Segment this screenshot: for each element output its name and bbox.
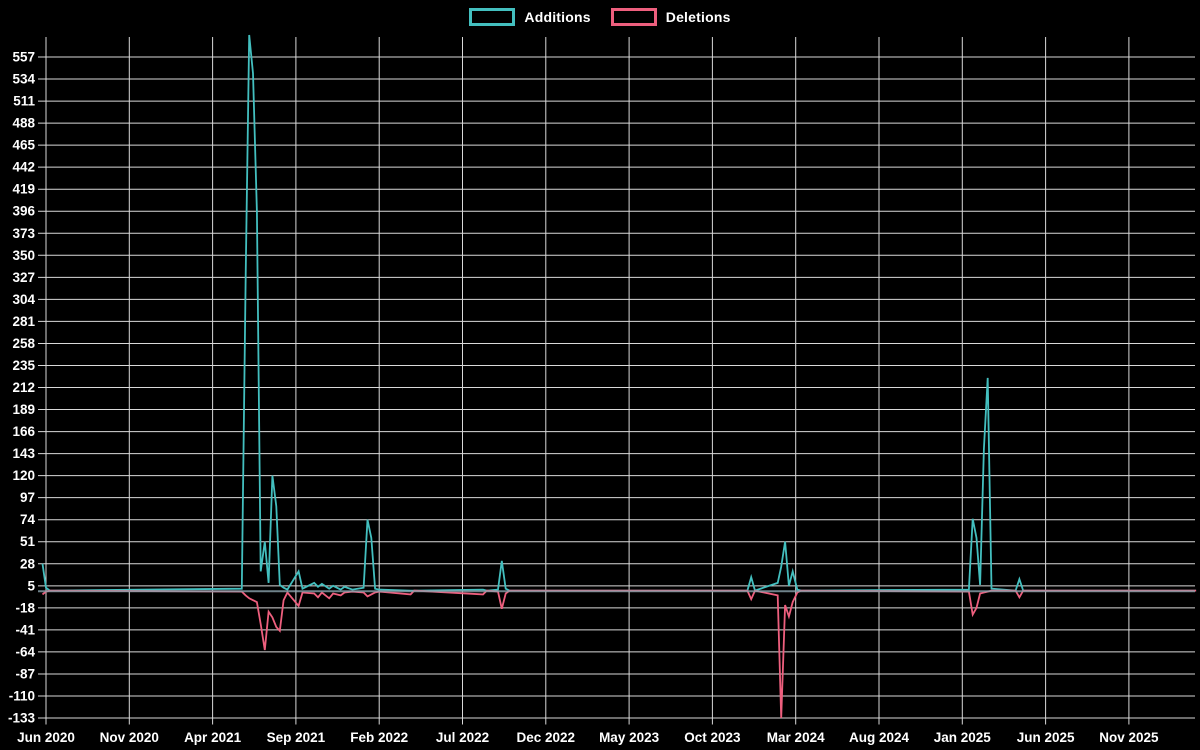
svg-text:51: 51 [20,534,36,549]
svg-text:-110: -110 [9,688,35,703]
svg-text:350: 350 [12,248,35,263]
svg-text:235: 235 [12,358,35,373]
chart-legend: Additions Deletions [0,8,1200,26]
svg-text:-87: -87 [15,666,35,681]
svg-text:Nov 2025: Nov 2025 [1099,730,1159,745]
deletions-swatch-icon [610,8,657,26]
legend-item-additions[interactable]: Additions [469,8,591,26]
legend-item-deletions[interactable]: Deletions [610,8,731,26]
svg-text:327: 327 [12,270,35,285]
svg-text:Mar 2024: Mar 2024 [767,730,825,745]
svg-text:143: 143 [12,446,35,461]
svg-text:97: 97 [20,490,35,505]
svg-text:189: 189 [12,402,35,417]
svg-text:-41: -41 [15,622,35,637]
svg-text:-18: -18 [15,600,35,615]
svg-text:373: 373 [12,226,35,241]
svg-text:Nov 2020: Nov 2020 [100,730,159,745]
svg-text:166: 166 [12,424,35,439]
svg-text:442: 442 [12,160,35,175]
svg-text:Dec 2022: Dec 2022 [517,730,576,745]
svg-text:304: 304 [12,292,35,307]
svg-text:Jun 2025: Jun 2025 [1017,730,1075,745]
svg-text:258: 258 [12,336,35,351]
additions-swatch-icon [469,8,516,26]
svg-text:Apr 2021: Apr 2021 [184,730,242,745]
svg-text:Sep 2021: Sep 2021 [267,730,326,745]
svg-text:-64: -64 [15,644,35,659]
svg-text:281: 281 [12,314,35,329]
svg-text:28: 28 [20,556,36,571]
svg-text:Jul 2022: Jul 2022 [436,730,489,745]
svg-text:74: 74 [20,512,36,527]
svg-text:465: 465 [12,138,35,153]
svg-text:511: 511 [13,94,35,109]
svg-text:Jun 2020: Jun 2020 [17,730,75,745]
svg-text:488: 488 [12,116,35,131]
svg-text:5: 5 [27,578,35,593]
svg-text:212: 212 [12,380,35,395]
svg-text:120: 120 [12,468,35,483]
svg-text:-133: -133 [8,711,36,726]
legend-label-additions: Additions [524,9,591,25]
svg-text:Feb 2022: Feb 2022 [350,730,408,745]
svg-text:557: 557 [12,50,35,65]
svg-text:Oct 2023: Oct 2023 [684,730,741,745]
legend-label-deletions: Deletions [665,9,731,25]
svg-text:Aug 2024: Aug 2024 [849,730,910,745]
svg-text:419: 419 [12,182,35,197]
svg-text:534: 534 [12,72,35,87]
svg-text:Jan 2025: Jan 2025 [934,730,992,745]
svg-text:May 2023: May 2023 [599,730,660,745]
svg-text:396: 396 [12,204,35,219]
